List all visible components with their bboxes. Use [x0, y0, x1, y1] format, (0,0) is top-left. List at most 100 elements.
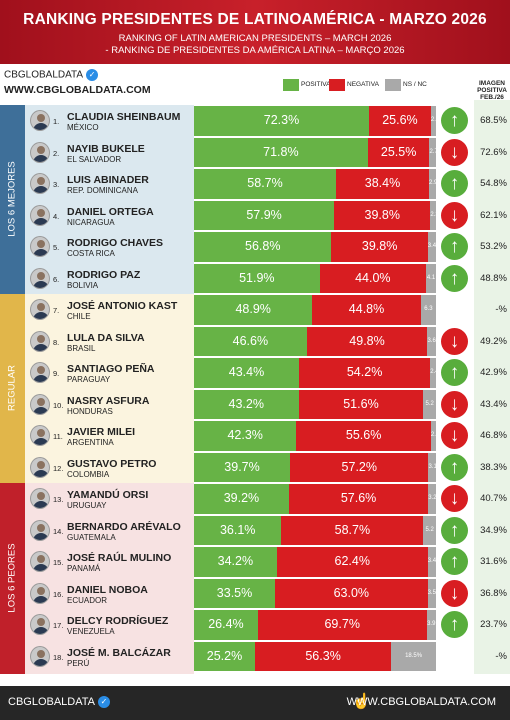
rank-number: 9.: [53, 369, 60, 378]
rank-number: 3.: [53, 180, 60, 189]
avatar: [30, 519, 50, 541]
positive-segment: [194, 137, 368, 167]
stacked-bar: 71.8% 25.5% 2.7: [194, 137, 438, 167]
positive-value-label: 33.5%: [216, 585, 253, 600]
previous-image-value: -%: [495, 650, 507, 662]
brand-name: CBGLOBALDATA ✓: [4, 69, 99, 81]
stacked-bar: 57.9% 39.8% 2.3: [194, 200, 439, 230]
positive-value-label: 46.6%: [232, 333, 269, 348]
brand-site: WWW.CBGLOBALDATA.COM: [4, 84, 151, 96]
ns-value-label: 5.2: [425, 400, 434, 407]
positive-value-label: 39.7%: [224, 459, 260, 474]
positive-value-label: 26.4%: [208, 617, 244, 631]
stacked-bar: 39.2% 57.6% 3.2: [194, 484, 437, 514]
positive-value-label: 25.2%: [206, 648, 243, 663]
ns-segment: [430, 200, 436, 230]
legend-negative: NEGATIVA: [329, 78, 379, 92]
ns-segment: [423, 389, 436, 419]
stacked-bar: 26.4% 69.7% 3.9: [194, 610, 436, 640]
ns-value-label: 2.4: [430, 369, 439, 375]
positive-segment: [194, 263, 320, 293]
ns-value-label: 2.7: [429, 148, 438, 155]
group-worst-strip: [0, 483, 25, 674]
ns-value-label: 3.5: [427, 589, 436, 596]
positive-value-label: 71.8%: [263, 144, 299, 159]
positive-value-label: 56.8%: [245, 239, 281, 253]
rank-number: 1.: [53, 117, 60, 126]
arrow-down-icon: ↓: [441, 201, 468, 229]
previous-image-value: 34.9%: [480, 524, 507, 536]
negative-segment: [290, 452, 429, 482]
stacked-bar: 48.9% 44.8% 6.3: [194, 295, 436, 325]
country-name: COLOMBIA: [67, 469, 110, 479]
country-name: MÉXICO: [67, 123, 99, 132]
stacked-bar: 51.9% 44.0% 4.1: [194, 263, 436, 293]
positive-value-label: 72.3%: [263, 113, 300, 127]
positive-segment: [194, 452, 291, 482]
ns-value-label: 2.1: [430, 117, 440, 123]
avatar: [30, 456, 50, 478]
footer-site-link[interactable]: WWW.CBGLOBALDATA.COM: [346, 696, 496, 708]
rank-number: 14.: [53, 526, 64, 536]
group-regular-strip: [0, 294, 25, 483]
table-row: 12. GUSTAVO PETRO COLOMBIA 39.7% 57.2% 3.1 ↑ 38…: [0, 452, 510, 484]
rank-number: 8.: [53, 337, 60, 347]
arrow-down-icon: ↓: [441, 327, 468, 355]
previous-image-value: 36.8%: [480, 587, 507, 599]
group-regular: REGULAR: [0, 294, 194, 483]
president-name: YAMANDÚ ORSI: [67, 489, 149, 501]
negative-value-label: 69.7%: [324, 617, 360, 631]
previous-image-value: 53.2%: [480, 241, 507, 252]
president-name: JOSÉ ANTONIO KAST: [67, 300, 178, 312]
president-name: DANIEL ORTEGA: [67, 205, 154, 218]
president-name: DELCY RODRÍGUEZ: [67, 615, 169, 627]
avatar: [30, 299, 50, 320]
arrow-down-icon: ↓: [441, 390, 468, 418]
stacked-bar: 36.1% 58.7% 5.2: [194, 515, 436, 545]
arrow-up-icon: ↑: [441, 359, 468, 386]
ns-segment: [428, 452, 436, 482]
footer-verified-check-icon: ✓: [98, 696, 111, 709]
negative-value-label: 51.6%: [343, 396, 379, 411]
negative-value-label: 62.4%: [334, 554, 370, 568]
stacked-bar: 46.6% 49.8% 3.6: [194, 326, 436, 356]
rank-number: 7.: [53, 306, 60, 315]
negative-value-label: 58.7%: [334, 522, 371, 537]
negative-value-label: 56.3%: [305, 648, 341, 663]
president-name: LULA DA SILVA: [67, 331, 145, 344]
ns-value-label: 3.4: [427, 558, 437, 564]
avatar: [30, 173, 50, 194]
country-name: HONDURAS: [67, 406, 113, 416]
avatar: [30, 110, 50, 131]
positive-segment: [194, 610, 258, 640]
arrow-up-icon: ↑: [441, 516, 468, 544]
negative-value-label: 54.2%: [346, 365, 383, 379]
rank-number: 6.: [53, 274, 60, 284]
ns-segment: [427, 578, 436, 608]
country-name: REP. DOMINICANA: [67, 186, 138, 195]
negative-segment: [334, 200, 431, 230]
negative-segment: [298, 389, 424, 419]
rank-number: 4.: [53, 211, 60, 221]
country-name: PERÚ: [67, 658, 90, 668]
stacked-bar: 33.5% 63.0% 3.5: [194, 578, 436, 608]
rank-number: 17.: [53, 621, 64, 630]
ns-segment: [428, 484, 436, 514]
table-row: 8. LULA DA SILVA BRASIL 46.6% 49.8% 3.6 ↓ 49.2%: [0, 326, 510, 358]
negative-segment: [275, 578, 428, 608]
legend-positive-swatch: [283, 79, 299, 91]
ns-value-label: 3.1: [428, 463, 437, 470]
positive-segment: [194, 200, 335, 230]
ns-segment: [427, 326, 436, 356]
ns-segment: [427, 232, 436, 262]
avatar: [30, 267, 50, 289]
positive-segment: [194, 515, 282, 545]
avatar: [30, 425, 50, 446]
previous-image-value: 43.4%: [480, 398, 507, 410]
positive-value-label: 36.1%: [219, 522, 256, 537]
negative-value-label: 44.8%: [348, 302, 385, 316]
brand-name-text: CBGLOBALDATA: [4, 69, 84, 81]
ns-value-label: 6.3: [424, 306, 433, 312]
previous-image-value: 54.8%: [480, 178, 507, 189]
negative-segment: [281, 515, 424, 545]
